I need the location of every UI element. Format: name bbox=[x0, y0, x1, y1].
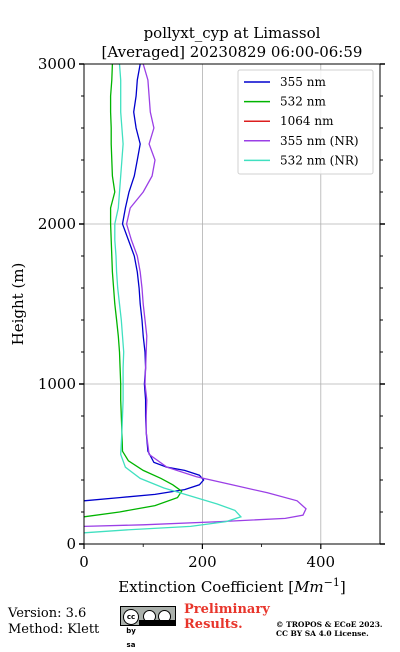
legend-label: 532 nm (NR) bbox=[280, 153, 359, 167]
legend-box bbox=[237, 69, 374, 175]
extinction-profile-chart: pollyxt_cyp at Limassol [Averaged] 20230… bbox=[9, 24, 385, 596]
y-tick-label: 1000 bbox=[38, 375, 76, 393]
legend-label: 532 nm bbox=[280, 95, 326, 109]
x-tick-label: 200 bbox=[188, 553, 217, 571]
cc-icon: cc by sa bbox=[123, 609, 139, 649]
badge-strip bbox=[139, 620, 175, 625]
series-line-532-nm-nr bbox=[84, 64, 243, 534]
preliminary-results-notice: Preliminary Results. bbox=[184, 602, 270, 632]
y-tick-label: 2000 bbox=[38, 215, 76, 233]
legend: 355 nm 532 nm 1064 nm 355 nm (NR) 532 nm (NR… bbox=[237, 69, 374, 175]
preliminary-line-1: Preliminary bbox=[184, 602, 270, 617]
series-line-532-nm bbox=[84, 64, 183, 518]
y-axis-label: Height (m) bbox=[9, 263, 27, 346]
version-label: Version: 3.6 bbox=[8, 606, 87, 621]
legend-label: 355 nm (NR) bbox=[280, 134, 359, 148]
copyright-line-1: © TROPOS & ECoE 2023. bbox=[276, 620, 383, 629]
x-tick-label: 0 bbox=[79, 553, 89, 571]
chart-title-line-2: [Averaged] 20230829 06:00-06:59 bbox=[102, 43, 363, 61]
axis-ticks: 0 200 400 0 1000 2000 3000 bbox=[38, 55, 385, 571]
legend-label: 355 nm bbox=[280, 75, 326, 89]
series-line-355-nm bbox=[84, 64, 205, 502]
chart-title-line-1: pollyxt_cyp at Limassol bbox=[144, 24, 321, 42]
x-axis-label-text: Extinction Coefficient [ bbox=[118, 578, 294, 596]
y-tick-label: 0 bbox=[66, 535, 76, 553]
series-line-355-nm-nr bbox=[84, 64, 307, 528]
cc-by-sa-license-badge: cc by sa bbox=[120, 606, 176, 649]
plot-frame bbox=[83, 63, 381, 545]
y-tick-label: 3000 bbox=[38, 55, 76, 73]
x-tick-label: 400 bbox=[306, 553, 335, 571]
x-axis-label-exponent: −1 bbox=[324, 576, 340, 589]
copyright-notice: © TROPOS & ECoE 2023. CC BY SA 4.0 Licen… bbox=[276, 620, 383, 638]
x-axis-label-close: ] bbox=[340, 578, 346, 596]
copyright-line-2: CC BY SA 4.0 License. bbox=[276, 629, 369, 638]
method-label: Method: Klett bbox=[8, 622, 100, 637]
preliminary-line-2: Results. bbox=[184, 617, 243, 632]
x-axis-label-unit: Mm bbox=[293, 578, 324, 596]
data-series bbox=[84, 64, 307, 534]
x-axis-label: Extinction Coefficient [Mm−1] bbox=[118, 576, 345, 596]
legend-label: 1064 nm bbox=[280, 114, 334, 128]
